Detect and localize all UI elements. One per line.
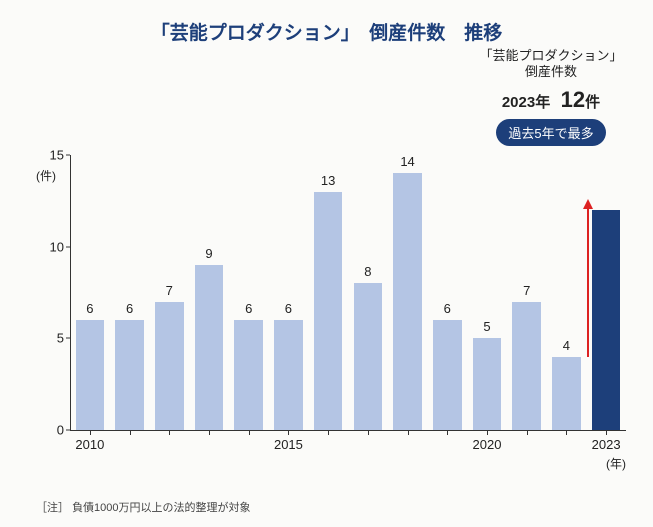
bar-value-label: 9 [205,246,212,261]
annotation-count-suffix: 件 [585,94,600,111]
y-axis-unit: (件) [36,167,56,184]
y-tick-mark [66,155,70,156]
bar [473,338,502,430]
chart-title: 「芸能プロダクション」 倒産件数 推移 [0,18,653,45]
y-tick-label: 0 [36,423,64,438]
bar [314,192,343,430]
annotation-line1: 「芸能プロダクション」 [471,48,631,64]
bar-value-label: 8 [364,264,371,279]
x-tick-label: 2020 [473,437,502,452]
bar [155,302,184,430]
x-tick-mark [209,430,210,435]
x-tick-mark [130,430,131,435]
annotation-year-row: 2023年 12件 [471,87,631,113]
bar-value-label: 6 [444,301,451,316]
x-tick-mark [249,430,250,435]
annotation-pill: 過去5年で最多 [496,119,605,146]
bar [115,320,144,430]
x-tick-mark [408,430,409,435]
y-tick-label: 5 [36,331,64,346]
bar [552,357,581,430]
x-tick-mark [169,430,170,435]
bar-value-label: 6 [126,301,133,316]
x-axis [70,430,626,431]
plot-area: 6 6 7 9 6 6 13 8 14 6 5 7 4 [70,155,626,430]
annotation-count: 12 [561,87,585,112]
y-tick-label: 10 [36,239,64,254]
trend-arrow-head [583,199,593,209]
x-axis-unit: (年) [606,455,626,472]
bar [234,320,263,430]
x-tick-mark [527,430,528,435]
x-tick-mark [447,430,448,435]
x-tick-mark [487,430,488,435]
bar [592,210,621,430]
bar-value-label: 6 [245,301,252,316]
y-tick-label: 15 [36,148,64,163]
bar-value-label: 7 [166,283,173,298]
annotation-box: 「芸能プロダクション」 倒産件数 2023年 12件 過去5年で最多 [471,48,631,146]
footnote: ［注］ 負債1000万円以上の法的整理が対象 [36,499,251,515]
annotation-line2: 倒産件数 [471,64,631,80]
bar-value-label: 5 [483,319,490,334]
trend-arrow [587,201,589,357]
bar [354,283,383,430]
bar [76,320,105,430]
bar [393,173,422,430]
bar-value-label: 6 [285,301,292,316]
bar [195,265,224,430]
bar-chart: 667966138146574 (件) (年) 0510152010201520… [36,155,626,455]
x-tick-mark [566,430,567,435]
x-tick-label: 2023 [592,437,621,452]
x-tick-label: 2010 [75,437,104,452]
x-tick-mark [606,430,607,435]
bar [274,320,303,430]
x-tick-mark [90,430,91,435]
bar [433,320,462,430]
bar-value-label: 13 [321,173,335,188]
annotation-year: 2023年 [502,94,550,111]
bar-value-label: 4 [563,338,570,353]
bar-value-label: 6 [86,301,93,316]
y-tick-mark [66,430,70,431]
footnote-label: ［注］ [36,502,69,514]
bar [512,302,541,430]
bar-value-label: 14 [400,154,414,169]
y-tick-mark [66,246,70,247]
footnote-text: 負債1000万円以上の法的整理が対象 [72,502,250,514]
bar-value-label: 7 [523,283,530,298]
x-tick-label: 2015 [274,437,303,452]
x-tick-mark [288,430,289,435]
x-tick-mark [368,430,369,435]
x-tick-mark [328,430,329,435]
y-tick-mark [66,338,70,339]
